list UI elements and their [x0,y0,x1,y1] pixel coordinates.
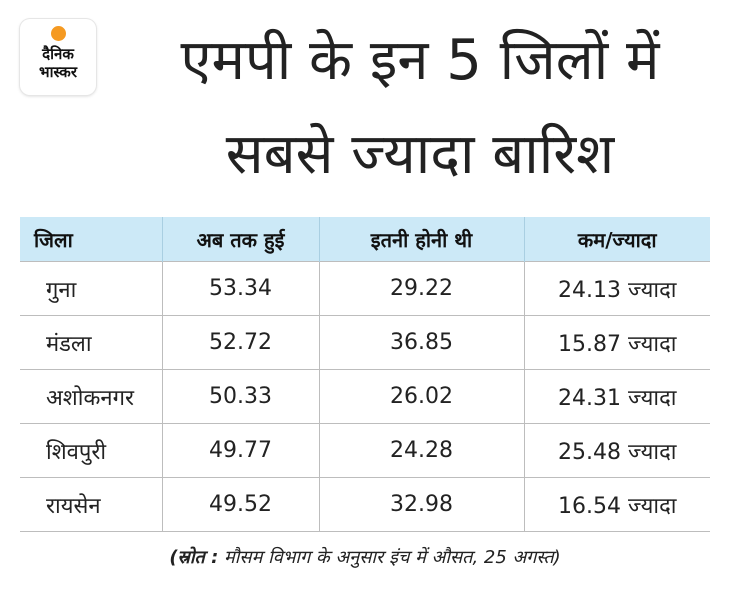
cell-district: अशोकनगर [20,369,162,424]
cell-received: 52.72 [161,315,319,370]
cell-district: रायसेन [20,477,162,532]
page-title-line1: एमपी के इन 5 जिलों में [180,28,660,93]
cell-district: शिवपुरी [20,423,162,478]
sun-icon [51,26,66,41]
table-row: अशोकनगर 50.33 26.02 24.31 ज्यादा [20,369,710,424]
cell-difference: 24.31 ज्यादा [523,369,710,424]
header-expected: इतनी होनी थी [318,217,524,262]
table-row: मंडला 52.72 36.85 15.87 ज्यादा [20,315,710,370]
header-district: जिला [20,217,162,262]
cell-difference: 25.48 ज्यादा [523,423,710,478]
cell-difference: 16.54 ज्यादा [523,477,710,532]
source-text: मौसम विभाग के अनुसार इंच में औसत, 25 अगस… [218,547,561,568]
table-row: शिवपुरी 49.77 24.28 25.48 ज्यादा [20,423,710,478]
logo-text-line2: भास्कर [39,63,77,81]
cell-expected: 24.28 [318,423,524,478]
source-label: (स्रोत : [169,547,219,568]
cell-expected: 29.22 [318,261,524,316]
table-header-row: जिला अब तक हुई इतनी होनी थी कम/ज्यादा [20,217,710,262]
cell-district: गुना [20,261,162,316]
header-received: अब तक हुई [161,217,319,262]
rainfall-table: जिला अब तक हुई इतनी होनी थी कम/ज्यादा गु… [20,217,710,532]
cell-difference: 24.13 ज्यादा [523,261,710,316]
table-row: रायसेन 49.52 32.98 16.54 ज्यादा [20,477,710,532]
cell-received: 53.34 [161,261,319,316]
dainik-bhaskar-logo: दैनिक भास्कर [20,19,96,95]
cell-expected: 32.98 [318,477,524,532]
source-note: (स्रोत : मौसम विभाग के अनुसार इंच में औस… [0,545,730,569]
cell-received: 49.77 [161,423,319,478]
cell-expected: 26.02 [318,369,524,424]
cell-district: मंडला [20,315,162,370]
cell-expected: 36.85 [318,315,524,370]
cell-difference: 15.87 ज्यादा [523,315,710,370]
table-row: गुना 53.34 29.22 24.13 ज्यादा [20,261,710,316]
cell-received: 50.33 [161,369,319,424]
cell-received: 49.52 [161,477,319,532]
logo-text-line1: दैनिक [42,45,74,63]
page-title-line2: सबसे ज्यादा बारिश [225,122,615,187]
header-difference: कम/ज्यादा [523,217,710,262]
